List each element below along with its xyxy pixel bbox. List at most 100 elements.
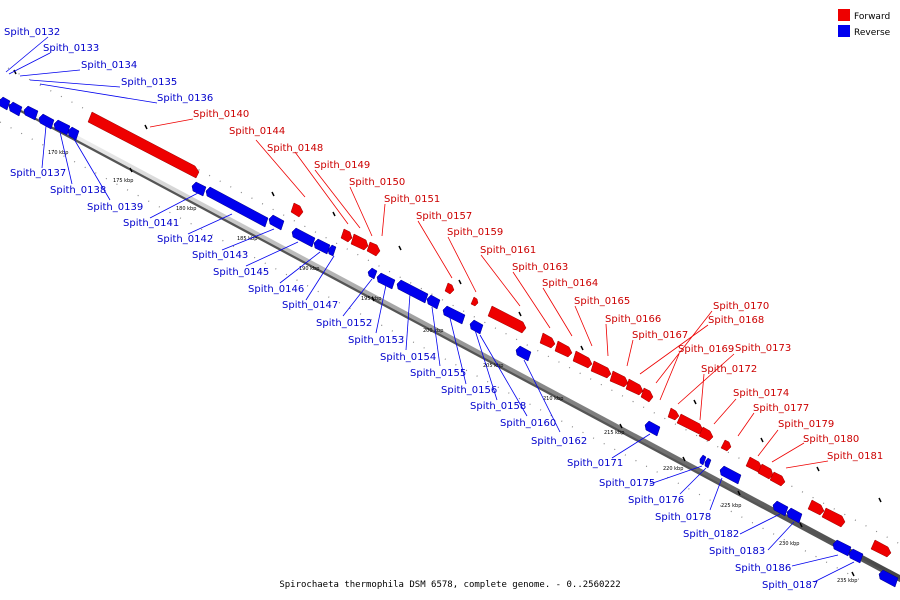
gene-arrow-spith-0167[interactable] bbox=[609, 370, 629, 388]
gene-label-spith-0143[interactable]: Spith_0143 bbox=[192, 250, 248, 261]
gene-arrow-spith-0187[interactable] bbox=[848, 548, 864, 564]
gene-label-spith-0135[interactable]: Spith_0135 bbox=[121, 77, 177, 88]
gene-label-spith-0139[interactable]: Spith_0139 bbox=[87, 202, 143, 213]
gene-label-spith-0164[interactable]: Spith_0164 bbox=[542, 278, 598, 289]
gene-arrow-spith-0166[interactable] bbox=[590, 360, 612, 379]
gene-arrow-spith-0148[interactable] bbox=[340, 228, 353, 243]
gene-arrow-spith-0181c[interactable] bbox=[870, 539, 892, 558]
gene-label-spith-0150[interactable]: Spith_0150 bbox=[349, 177, 405, 188]
gene-arrow-spith-0137[interactable] bbox=[38, 113, 55, 130]
gene-arrow-spith-0159[interactable] bbox=[470, 296, 479, 307]
gene-label-spith-0141[interactable]: Spith_0141 bbox=[123, 218, 179, 229]
gene-label-spith-0140[interactable]: Spith_0140 bbox=[193, 109, 249, 120]
gene-arrow-spith-0155[interactable] bbox=[426, 294, 441, 310]
gene-label-spith-0180[interactable]: Spith_0180 bbox=[803, 434, 859, 445]
gene-label-spith-0176[interactable]: Spith_0176 bbox=[628, 495, 684, 506]
gene-arrow-spith-0153[interactable] bbox=[376, 272, 396, 290]
gene-label-spith-0146[interactable]: Spith_0146 bbox=[248, 284, 304, 295]
gene-label-spith-0161[interactable]: Spith_0161 bbox=[480, 245, 536, 256]
gene-arrow-spith-0157[interactable] bbox=[444, 282, 455, 295]
gene-arrow-spith-0143[interactable] bbox=[268, 214, 285, 231]
gene-label-spith-0182[interactable]: Spith_0182 bbox=[683, 529, 739, 540]
gene-label-spith-0137[interactable]: Spith_0137 bbox=[10, 168, 66, 179]
gene-label-spith-0156[interactable]: Spith_0156 bbox=[441, 385, 497, 396]
gene-label-spith-0144[interactable]: Spith_0144 bbox=[229, 126, 285, 137]
gene-label-spith-0153[interactable]: Spith_0153 bbox=[348, 335, 404, 346]
gene-arrow-spith-0187b[interactable] bbox=[878, 569, 899, 588]
gene-arrow-spith-0142[interactable] bbox=[205, 186, 269, 228]
gene-arrow-spith-0169[interactable] bbox=[640, 387, 654, 403]
gene-label-spith-0171[interactable]: Spith_0171 bbox=[567, 458, 623, 469]
gene-arrow-spith-0176[interactable] bbox=[704, 457, 712, 469]
gene-arrow-spith-0150[interactable] bbox=[366, 241, 381, 257]
gene-arrow-spith-0183[interactable] bbox=[786, 507, 803, 524]
gene-label-spith-0155[interactable]: Spith_0155 bbox=[410, 368, 466, 379]
gene-arrow-spith-0156[interactable] bbox=[442, 305, 466, 325]
gene-label-spith-0173[interactable]: Spith_0173 bbox=[735, 343, 791, 354]
gene-arrow-spith-0162[interactable] bbox=[515, 345, 532, 362]
gene-label-spith-0186[interactable]: Spith_0186 bbox=[735, 563, 791, 574]
gene-arrow-spith-0152[interactable] bbox=[367, 267, 378, 280]
gene-label-spith-0145[interactable]: Spith_0145 bbox=[213, 267, 269, 278]
gene-label-spith-0158[interactable]: Spith_0158 bbox=[470, 401, 526, 412]
gene-label-spith-0157[interactable]: Spith_0157 bbox=[416, 211, 472, 222]
gene-arrow-spith-0180[interactable] bbox=[769, 471, 786, 487]
gene-arrow-spith-0168[interactable] bbox=[625, 378, 644, 396]
gene-arrow-spith-0163[interactable] bbox=[539, 332, 556, 349]
gene-arrow-spith-0171[interactable] bbox=[644, 420, 661, 437]
gene-arrow-spith-0154[interactable] bbox=[396, 279, 429, 304]
gene-arrow-spith-0134[interactable] bbox=[23, 105, 39, 121]
gene-arrow-spith-0145[interactable] bbox=[291, 227, 316, 248]
gene-arrow-spith-0132[interactable] bbox=[0, 96, 11, 111]
gene-arrow-spith-0165[interactable] bbox=[572, 350, 593, 369]
gene-label-spith-0149[interactable]: Spith_0149 bbox=[314, 160, 370, 171]
gene-arrow-spith-0175[interactable] bbox=[699, 454, 707, 466]
gene-label-spith-0167[interactable]: Spith_0167 bbox=[632, 330, 688, 341]
gene-arrow-spith-0181b[interactable] bbox=[821, 507, 846, 528]
gene-arrow-spith-0170[interactable] bbox=[667, 407, 680, 421]
gene-label-spith-0154[interactable]: Spith_0154 bbox=[380, 352, 436, 363]
gene-label-spith-0177[interactable]: Spith_0177 bbox=[753, 403, 809, 414]
gene-label-spith-0168[interactable]: Spith_0168 bbox=[708, 315, 764, 326]
gene-label-spith-0178[interactable]: Spith_0178 bbox=[655, 512, 711, 523]
gene-arrow-spith-0172[interactable] bbox=[676, 413, 704, 435]
gene-label-spith-0179[interactable]: Spith_0179 bbox=[778, 419, 834, 430]
gene-arrow-spith-0149[interactable] bbox=[350, 233, 369, 251]
gene-label-spith-0183[interactable]: Spith_0183 bbox=[709, 546, 765, 557]
gene-arrow-spith-0158[interactable] bbox=[469, 319, 484, 335]
gene-arrow-spith-0182[interactable] bbox=[772, 500, 789, 517]
gene-label-spith-0169[interactable]: Spith_0169 bbox=[678, 344, 734, 355]
gene-label-spith-0133[interactable]: Spith_0133 bbox=[43, 43, 99, 54]
gene-label-spith-0151[interactable]: Spith_0151 bbox=[384, 194, 440, 205]
gene-arrow-spith-0147[interactable] bbox=[327, 244, 337, 257]
gene-arrow-spith-0141[interactable] bbox=[191, 181, 207, 197]
gene-label-spith-0175[interactable]: Spith_0175 bbox=[599, 478, 655, 489]
gene-label-spith-0162[interactable]: Spith_0162 bbox=[531, 436, 587, 447]
gene-label-spith-0147[interactable]: Spith_0147 bbox=[282, 300, 338, 311]
gene-arrow-spith-0144[interactable] bbox=[290, 202, 304, 218]
gene-label-spith-0148[interactable]: Spith_0148 bbox=[267, 143, 323, 154]
gene-arrow-spith-0138[interactable] bbox=[53, 119, 71, 136]
gene-arrow-spith-0161[interactable] bbox=[487, 305, 527, 334]
gene-arrow-spith-0179[interactable] bbox=[757, 463, 774, 480]
gene-label-spith-0181[interactable]: Spith_0181 bbox=[827, 451, 883, 462]
gene-arrow-spith-0181[interactable] bbox=[807, 499, 825, 516]
gene-label-spith-0174[interactable]: Spith_0174 bbox=[733, 388, 789, 399]
gene-label-spith-0138[interactable]: Spith_0138 bbox=[50, 185, 106, 196]
gene-arrow-spith-0164[interactable] bbox=[554, 340, 573, 358]
gene-arrow-spith-0140[interactable] bbox=[87, 111, 200, 179]
gene-arrow-spith-0133[interactable] bbox=[8, 101, 23, 117]
gene-label-spith-0160[interactable]: Spith_0160 bbox=[500, 418, 556, 429]
gene-label-spith-0187[interactable]: Spith_0187 bbox=[762, 580, 818, 591]
gene-label-spith-0134[interactable]: Spith_0134 bbox=[81, 60, 137, 71]
gene-arrow-spith-0186[interactable] bbox=[832, 539, 852, 557]
gene-arrow-spith-0173[interactable] bbox=[698, 426, 714, 442]
gene-label-spith-0172[interactable]: Spith_0172 bbox=[701, 364, 757, 375]
gene-label-spith-0166[interactable]: Spith_0166 bbox=[605, 314, 661, 325]
gene-label-spith-0136[interactable]: Spith_0136 bbox=[157, 93, 213, 104]
gene-arrow-spith-0178[interactable] bbox=[719, 465, 742, 485]
gene-label-spith-0170[interactable]: Spith_0170 bbox=[713, 301, 769, 312]
gene-label-spith-0163[interactable]: Spith_0163 bbox=[512, 262, 568, 273]
gene-label-spith-0159[interactable]: Spith_0159 bbox=[447, 227, 503, 238]
gene-label-spith-0165[interactable]: Spith_0165 bbox=[574, 296, 630, 307]
